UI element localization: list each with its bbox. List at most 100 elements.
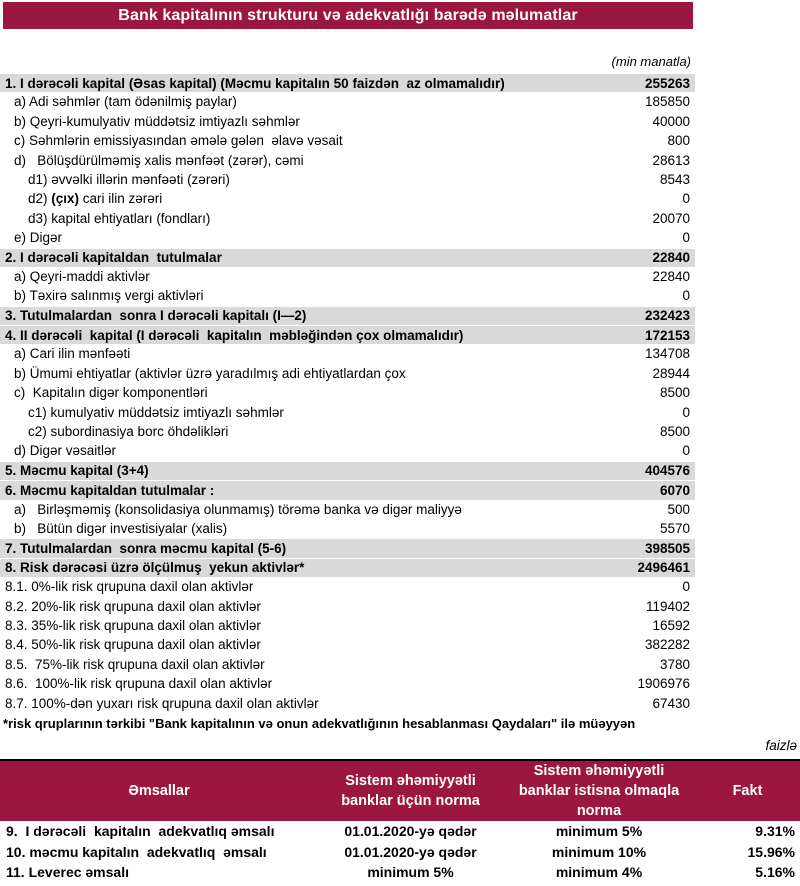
row-label: 3. Tutulmalardan sonra I dərəcəli kapita…	[5, 308, 307, 324]
capital-structure-table: 1. I dərəcəli kapital (Əsas kapital) (Mə…	[0, 73, 695, 713]
ratio-cell: minimum 4%	[555, 864, 643, 881]
row-label: c) Səhmlərin emissiyasından əmələ gələn …	[14, 133, 343, 149]
section-row: 7. Tutulmalardan sonra məcmu kapital (5-…	[0, 538, 695, 558]
table-row: b) Təxirə salınmış vergi aktivləri 0	[0, 286, 695, 305]
section-row: 2. I dərəcəli kapitaldan tutulmalar 22840	[0, 247, 695, 267]
row-value: 0	[682, 191, 690, 207]
row-value: 0	[682, 404, 690, 420]
table-row: b) Ümumi ehtiyatlar (aktivlər üzrə yarad…	[0, 364, 695, 383]
row-label: 8.3. 35%-lik risk qrupuna daxil olan akt…	[5, 617, 261, 633]
row-label: b) Bütün digər investisiyalar (xalis)	[14, 520, 228, 536]
row-label: a) Cari ilin mənfəəti	[14, 346, 131, 362]
row-value: 1906976	[637, 676, 690, 692]
row-value: 2496461	[637, 560, 690, 576]
row-value: 0	[682, 230, 690, 246]
ratio-cell: 9.31%	[755, 823, 795, 840]
ratio-cell: 01.01.2020-yə qədər	[344, 823, 477, 840]
row-value: 119402	[645, 598, 690, 614]
row-label: b) Təxirə salınmış vergi aktivləri	[14, 288, 204, 304]
row-value: 6070	[659, 482, 690, 498]
section-row: 5. Məcmu kapital (3+4) 404576	[0, 460, 695, 481]
table-row: 8.1. 0%-lik risk qrupuna daxil olan akti…	[0, 577, 695, 596]
section-row: 3. Tutulmalardan sonra I dərəcəli kapita…	[0, 305, 695, 326]
row-label: b) Qeyri-kumulyativ müddətsiz imtiyazlı …	[14, 113, 300, 129]
ratio-cell: 9. I dərəcəli kapitalın adekvatlıq əmsal…	[6, 823, 275, 840]
ratio-cell: 15.96%	[747, 843, 795, 860]
row-value: 172153	[644, 327, 690, 343]
row-label: b) Ümumi ehtiyatlar (aktivlər üzrə yarad…	[14, 365, 406, 381]
table-row: b) Bütün digər investisiyalar (xalis) 557…	[0, 519, 695, 538]
table-row: d2) (çıx) cari ilin zərəri 0	[0, 189, 695, 208]
table-row: 8.5. 75%-lik risk qrupuna daxil olan akt…	[0, 655, 695, 674]
table-row: 8.4. 50%-lik risk qrupuna daxil olan akt…	[0, 635, 695, 654]
row-value: 67430	[652, 695, 690, 711]
table-row: 8.3. 35%-lik risk qrupuna daxil olan akt…	[0, 616, 695, 635]
row-label: d) Bölüşdürülməmiş xalis mənfəət (zərər)…	[14, 152, 304, 168]
table-row: 8.7. 100%-dən yuxarı risk qrupuna daxil …	[0, 694, 695, 713]
row-label: a) Qeyri-maddi aktivlər	[14, 268, 150, 284]
row-value: 22840	[652, 268, 690, 284]
row-label: e) Digər	[14, 230, 63, 246]
table-row: d) Bölüşdürülməmiş xalis mənfəət (zərər)…	[0, 151, 695, 170]
table-row: a) Cari ilin mənfəəti 134708	[0, 344, 695, 363]
table-row: d3) kapital ehtiyatları (fondları) 20070	[0, 209, 695, 228]
ratio-cell: 5.16%	[755, 864, 795, 881]
ratio-col-header: Sistem əhəmiyyətli banklar üçün norma	[318, 759, 503, 821]
table-row: a) Adi səhmlər (tam ödənilmiş paylar) 185…	[0, 92, 695, 111]
row-label: 8.6. 100%-lik risk qrupuna daxil olan ak…	[5, 676, 273, 692]
table-row: d) Digər vəsaitlər 0	[0, 441, 695, 460]
ratio-table-head: Əmsallar Sistem əhəmiyyətli banklar üçün …	[0, 759, 800, 821]
ratio-cell: 11. Leverec əmsalı	[6, 864, 129, 881]
row-label: 2. I dərəcəli kapitaldan tutulmalar	[5, 250, 222, 266]
row-label: 8.1. 0%-lik risk qrupuna daxil olan akti…	[5, 579, 254, 595]
ratio-cell: 10. məcmu kapitalın adekvatlıq əmsalı	[6, 843, 267, 860]
row-label: d1) əvvəlki illərin mənfəəti (zərəri)	[28, 171, 230, 187]
row-label: c) Kapitalın digər komponentləri	[14, 385, 208, 401]
row-label: 5. Məcmu kapital (3+4)	[5, 463, 149, 479]
row-value: 0	[682, 579, 690, 595]
section-row: 8. Risk dərəcəsi üzrə ölçülmuş yekun akt…	[0, 557, 695, 578]
row-value: 800	[667, 133, 690, 149]
ratio-cell: minimum 10%	[551, 843, 647, 860]
ratio-row: 9. I dərəcəli kapitalın adekvatlıq əmsal…	[0, 821, 800, 842]
row-label: d3) kapital ehtiyatları (fondları)	[28, 210, 211, 226]
report-title: Bank kapitalının strukturu və adekvatlığ…	[118, 6, 578, 24]
row-label: d2) (çıx) cari ilin zərəri	[28, 191, 163, 207]
row-label: c2) subordinasiya borc öhdəlikləri	[28, 424, 229, 440]
row-value: 134708	[644, 346, 690, 362]
section-row: 1. I dərəcəli kapital (Əsas kapital) (Mə…	[0, 73, 695, 93]
table-row: c) Kapitalın digər komponentləri 8500	[0, 383, 695, 402]
row-value: 404576	[644, 463, 690, 479]
row-value: 8500	[659, 424, 690, 440]
row-label: a) Adi səhmlər (tam ödənilmiş paylar)	[14, 94, 237, 110]
row-label: 7. Tutulmalardan sonra məcmu kapital (5-…	[5, 540, 287, 556]
row-label: 8.7. 100%-dən yuxarı risk qrupuna daxil …	[5, 695, 319, 711]
table-row: c1) kumulyativ müddətsiz imtiyazlı səhml…	[0, 403, 695, 422]
ratio-table-body: 9. I dərəcəli kapitalın adekvatlıq əmsal…	[0, 821, 800, 883]
row-value: 40000	[652, 113, 690, 129]
row-label: 4. II dərəcəli kapital (I dərəcəli kapit…	[5, 327, 464, 343]
row-value: 16592	[652, 617, 690, 633]
row-value: 20070	[652, 210, 690, 226]
row-value: 232423	[644, 308, 690, 324]
row-value: 255263	[644, 75, 690, 91]
table-row: 8.2. 20%-lik risk qrupuna daxil olan akt…	[0, 597, 695, 616]
table-row: a) Birləşməmiş (konsolidasiya olunmamış)…	[0, 500, 695, 519]
row-label: c1) kumulyativ müddətsiz imtiyazlı səhml…	[28, 404, 284, 420]
table-row: c) Səhmlərin emissiyasından əmələ gələn …	[0, 131, 695, 150]
section-row: 6. Məcmu kapitaldan tutulmalar : 6070	[0, 480, 695, 500]
row-value: 382282	[644, 637, 690, 653]
row-value: 28944	[652, 365, 690, 381]
ratio-col-header: Fakt	[695, 759, 800, 821]
row-value: 3780	[659, 656, 690, 672]
percent-unit-note: faizlə	[765, 737, 797, 753]
row-value: 28613	[652, 152, 690, 168]
report-title-bar: Bank kapitalının strukturu və adekvatlığ…	[3, 2, 693, 29]
ratio-row: 10. məcmu kapitalın adekvatlıq əmsalı 01.…	[0, 841, 800, 862]
row-value: 398505	[644, 540, 690, 556]
ratio-cell: minimum 5%	[367, 864, 454, 881]
risk-groups-footnote: *risk qruplarının tərkibi "Bank kapitalı…	[3, 715, 636, 731]
table-row: 8.6. 100%-lik risk qrupuna daxil olan ak…	[0, 674, 695, 693]
row-value: 185850	[644, 94, 690, 110]
